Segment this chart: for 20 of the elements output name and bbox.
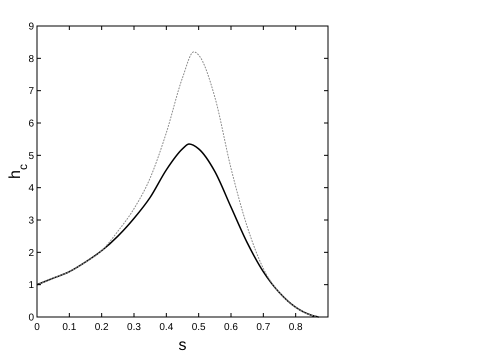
y-tick-label: 2	[28, 248, 34, 259]
y-tick-label: 6	[28, 118, 34, 130]
x-tick-label: 0.4	[159, 322, 174, 333]
line-series	[37, 51, 319, 318]
y-tick-label: 4	[28, 183, 34, 194]
x-tick-label: 0.5	[192, 322, 206, 333]
y-tick-label: 1	[28, 280, 34, 292]
x-tick-label: 0.7	[256, 322, 271, 333]
x-tick-label: 0.3	[127, 322, 142, 333]
x-axis-title: s	[178, 337, 186, 354]
x-tick-label: 0.1	[62, 322, 77, 333]
x-tick-label: 0.2	[94, 322, 110, 333]
y-tick-label: 3	[28, 216, 34, 226]
x-tick-label: 0.8	[288, 322, 304, 333]
y-tick-label: 7	[28, 86, 34, 98]
y-tick-label: 5	[28, 150, 34, 162]
y-tick-label: 0	[28, 312, 34, 324]
x-tick-label: 0.6	[224, 322, 238, 333]
y-tick-label: 9	[28, 22, 34, 32]
y-tick-label: 8	[28, 54, 34, 65]
